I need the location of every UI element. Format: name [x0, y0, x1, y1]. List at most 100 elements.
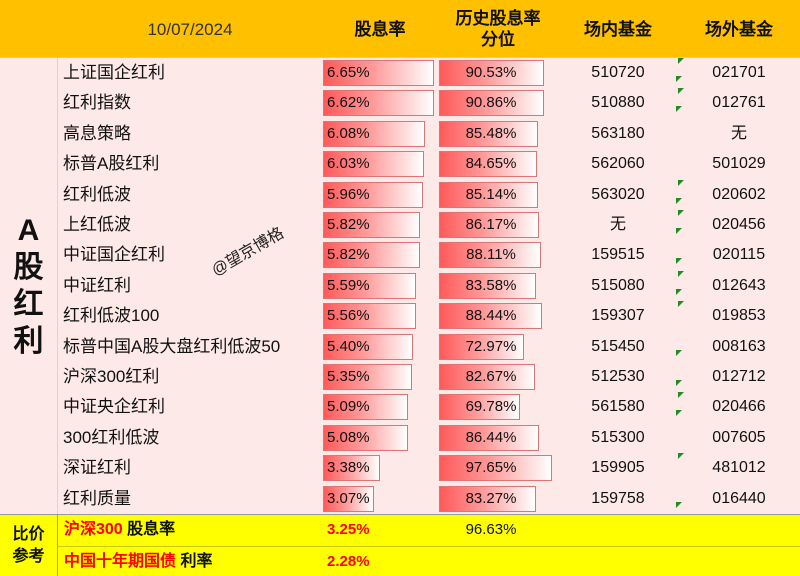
offexchange-fund-code: 021701 [712, 64, 766, 81]
yield-bar [323, 455, 380, 482]
comment-marker-icon [676, 349, 682, 356]
percentile-cell: 85.14% [439, 181, 558, 208]
table-row: 红利低波 5.96% 85.14% 563020 020602 [58, 179, 800, 210]
percentile-bar [439, 90, 544, 117]
index-name: 中证红利 [63, 275, 131, 295]
yield-cell: 5.59% [323, 272, 439, 299]
offexchange-fund-code: 020602 [712, 185, 766, 203]
table-row: 中证红利 5.59% 83.58% 515080 012643 [58, 270, 800, 301]
percentile-cell: 69.78% [439, 394, 558, 421]
hs300-name: 沪深300 [64, 521, 123, 538]
offexchange-fund-code: 020456 [712, 216, 766, 233]
yield-cell: 5.96% [323, 181, 439, 208]
bond-label: 中国十年期国债 利率 [64, 547, 212, 576]
percentile-bar [439, 212, 539, 238]
yield-cell: 5.09% [323, 394, 439, 421]
comparison-label: 比价参考 [0, 515, 58, 576]
comparison-section: 比价参考 沪深300 股息率 3.25% 96.63% 中国十年期国债 利率 2… [0, 514, 800, 576]
index-name: 300红利低波 [63, 427, 160, 447]
percentile-bar [439, 120, 538, 147]
onexchange-column-header: 场内基金 [584, 19, 652, 39]
yield-value: 3.07% [327, 489, 370, 507]
table-row: 红利低波100 5.56% 88.44% 159307 019853 [58, 301, 800, 331]
percentile-cell: 97.65% [439, 455, 558, 482]
bond-comparison-row: 中国十年期国债 利率 2.28% [58, 546, 800, 576]
percentile-value: 84.65% [465, 155, 517, 173]
percentile-header-text: 历史股息率分位 [455, 9, 541, 49]
onexchange-fund-code: 515080 [591, 276, 645, 294]
yield-bar [323, 212, 420, 238]
index-name: 深证红利 [63, 458, 131, 478]
comment-marker-icon [678, 88, 684, 95]
yield-cell: 6.08% [323, 120, 439, 147]
index-name: 中证国企红利 [63, 245, 165, 265]
table-row: 标普A股红利 6.03% 84.65% 562060 501029 [58, 149, 800, 179]
bond-name: 中国十年期国债 [64, 553, 177, 570]
comment-marker-icon [676, 380, 682, 386]
percentile-value: 88.11% [466, 246, 516, 264]
percentile-value: 83.58% [465, 276, 517, 294]
comment-marker-icon [678, 392, 684, 399]
yield-value: 5.09% [327, 398, 370, 416]
onexchange-fund-code: 563180 [591, 124, 645, 142]
percentile-cell: 86.44% [439, 424, 558, 451]
yield-value: 5.82% [327, 246, 370, 264]
comment-marker-icon [676, 106, 682, 113]
yield-bar [323, 424, 408, 451]
percentile-cell: 90.53% [439, 60, 558, 86]
yield-cell: 5.08% [323, 424, 439, 451]
index-name: 红利低波 [63, 184, 131, 204]
index-name: 红利低波100 [63, 306, 160, 326]
onexchange-fund-code: 561580 [591, 398, 645, 416]
table-header: 10/07/2024 股息率 历史股息率分位 场内基金 场外基金 [0, 0, 800, 58]
yield-value: 3.38% [327, 459, 370, 477]
yield-column-header: 股息率 [354, 19, 406, 39]
onexchange-fund-code: 159307 [591, 307, 645, 325]
yield-bar [323, 394, 408, 421]
percentile-value: 72.97% [465, 337, 517, 355]
table-row: 300红利低波 5.08% 86.44% 515300 007605 [58, 423, 800, 453]
percentile-value: 82.67% [465, 368, 517, 385]
index-name: 上证国企红利 [63, 63, 165, 82]
table-row: 中证央企红利 5.09% 69.78% 561580 020466 [58, 392, 800, 422]
hs300-suffix: 股息率 [122, 521, 176, 538]
hs300-label: 沪深300 股息率 [64, 515, 175, 545]
percentile-cell: 82.67% [439, 364, 558, 390]
yield-cell: 3.07% [323, 485, 439, 512]
yield-value: 5.59% [327, 276, 370, 294]
percentile-value: 83.27% [465, 489, 517, 507]
comment-marker-icon [676, 228, 682, 234]
comment-marker-icon [678, 58, 684, 64]
percentile-cell: 88.44% [439, 303, 558, 330]
table-row: 中证国企红利 5.82% 88.11% 159515 020115 [58, 240, 800, 270]
percentile-cell: 84.65% [439, 151, 558, 178]
index-name: 标普A股红利 [63, 154, 160, 174]
table-row: 高息策略 6.08% 85.48% 563180 无 [58, 119, 800, 149]
yield-value: 5.40% [327, 337, 370, 355]
onexchange-fund-code: 无 [609, 216, 626, 233]
comment-marker-icon [678, 301, 684, 308]
table-row: 红利指数 6.62% 90.86% 510880 012761 [58, 88, 800, 118]
comparison-label-text: 比价参考 [12, 526, 45, 565]
yield-cell: 5.35% [323, 364, 439, 390]
yield-value: 6.65% [327, 64, 370, 81]
comment-marker-icon [676, 501, 682, 508]
comment-marker-icon [678, 179, 684, 186]
comment-marker-icon [676, 410, 682, 417]
offexchange-fund-code: 481012 [712, 459, 766, 477]
date-header: 10/07/2024 [147, 19, 233, 39]
index-name: 上红低波 [63, 215, 131, 234]
table-row: 沪深300红利 5.35% 82.67% 512530 012712 [58, 362, 800, 392]
percentile-cell: 83.58% [439, 272, 558, 299]
comment-marker-icon [676, 288, 682, 295]
index-name: 标普中国A股大盘红利低波50 [63, 336, 281, 356]
offexchange-fund-code: 007605 [712, 428, 766, 446]
onexchange-fund-code: 515450 [591, 337, 645, 355]
yield-value: 5.82% [327, 216, 370, 233]
percentile-bar [439, 303, 542, 330]
yield-value: 5.35% [327, 368, 370, 385]
index-name: 红利指数 [63, 93, 131, 113]
percentile-bar [439, 424, 539, 451]
yield-bar [323, 120, 425, 147]
comment-marker-icon [676, 76, 682, 82]
